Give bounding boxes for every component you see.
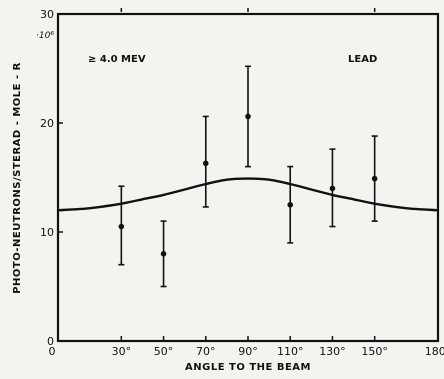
x-tick-label: 110°	[277, 345, 304, 358]
point-marker	[329, 185, 336, 192]
x-tick-label: 180°	[425, 345, 444, 358]
energy-annotation: ≥ 4.0 MEV	[88, 54, 146, 65]
fit-curve	[57, 177, 439, 212]
y-tick-label: 10	[40, 226, 54, 239]
data-point	[329, 148, 336, 228]
point-marker	[245, 113, 251, 120]
data-point	[245, 65, 251, 168]
point-marker	[371, 175, 378, 182]
point-marker	[118, 223, 125, 230]
y-tick-label: 30	[40, 8, 54, 21]
x-tick-label: 130°	[319, 345, 346, 358]
x-tick-label: 30°	[112, 345, 132, 358]
x-tick-label: 0	[49, 345, 56, 358]
data-point	[160, 220, 167, 288]
point-marker	[160, 251, 167, 257]
x-tick-label: 70°	[196, 345, 216, 358]
data-point	[202, 115, 209, 208]
y-tick-label: 20	[40, 117, 54, 130]
y-axis-exponent: ·10⁶	[36, 31, 54, 41]
data-point	[287, 165, 294, 244]
x-tick-label: 150°	[361, 345, 388, 358]
point-marker	[287, 201, 294, 208]
material-annotation: LEAD	[348, 54, 377, 65]
x-tick-label: 90°	[238, 345, 258, 358]
point-marker	[202, 160, 209, 167]
data-point	[371, 135, 378, 222]
x-axis-label: ANGLE TO THE BEAM	[185, 362, 311, 373]
y-tick-label: 0	[47, 335, 54, 348]
y-axis-label: PHOTO-NEUTRONS/STERAD - MOLE - R	[12, 62, 23, 294]
x-tick-label: 50°	[154, 345, 174, 358]
data-point	[118, 185, 125, 266]
